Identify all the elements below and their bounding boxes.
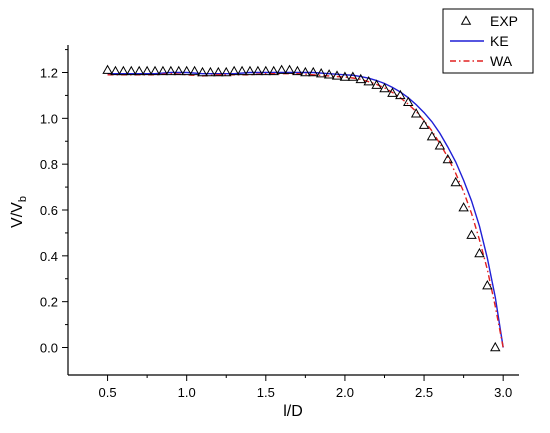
data-point-exp — [221, 66, 232, 77]
data-point-exp — [450, 176, 461, 187]
data-point-exp — [482, 280, 493, 290]
series-layer — [102, 64, 504, 352]
y-axis-title-main: V/V — [9, 202, 26, 228]
y-tick-label: 1.2 — [40, 66, 58, 81]
data-point-exp — [228, 65, 240, 76]
data-point-exp — [213, 66, 224, 77]
legend-label-wa: WA — [490, 53, 513, 69]
data-point-exp — [371, 79, 382, 89]
data-point-exp — [426, 131, 438, 141]
legend: EXP KE WA — [442, 8, 534, 74]
data-point-exp — [205, 66, 216, 77]
data-point-exp — [403, 96, 414, 107]
axes — [67, 45, 519, 376]
x-tick-label: 0.5 — [99, 385, 117, 400]
data-point-exp — [157, 65, 169, 76]
data-point-exp — [434, 140, 446, 150]
data-point-exp — [466, 229, 477, 239]
series-line-ke — [107, 71, 504, 348]
data-point-exp — [355, 73, 366, 84]
y-ticks: 0.0 0.2 0.4 0.6 0.8 1.0 1.2 — [40, 49, 68, 356]
legend-label-exp: EXP — [490, 13, 518, 29]
y-axis-title: V/Vb — [9, 196, 29, 228]
data-point-exp — [292, 65, 303, 76]
y-tick-label: 0.2 — [40, 295, 58, 310]
data-point-exp — [458, 202, 469, 212]
data-point-exp — [260, 65, 272, 76]
x-tick-label: 1.0 — [178, 385, 196, 400]
data-point-exp — [363, 76, 374, 86]
data-point-exp — [347, 71, 359, 81]
y-tick-label: 1.0 — [40, 111, 58, 126]
data-point-exp — [189, 65, 200, 76]
data-point-exp — [410, 108, 422, 118]
data-point-exp — [418, 119, 430, 129]
data-point-exp — [118, 65, 129, 76]
data-point-exp — [126, 65, 137, 76]
data-point-exp — [276, 64, 287, 74]
data-point-exp — [141, 65, 153, 76]
data-point-exp — [300, 66, 311, 77]
data-point-exp — [165, 65, 177, 76]
data-point-exp — [244, 65, 256, 76]
legend-label-ke: KE — [490, 33, 509, 49]
data-point-exp — [173, 65, 184, 76]
x-tick-label: 2.0 — [336, 385, 354, 400]
legend-box — [442, 8, 534, 74]
data-point-exp — [387, 87, 398, 97]
data-point-exp — [395, 89, 406, 100]
legend-marker-exp — [460, 15, 472, 25]
data-point-exp — [315, 68, 327, 78]
data-point-exp — [268, 65, 279, 76]
x-tick-label: 1.5 — [257, 385, 275, 400]
data-point-exp — [442, 153, 454, 164]
data-point-exp — [331, 70, 343, 80]
legend-items: EXP KE WA — [450, 13, 518, 69]
x-tick-label: 2.5 — [415, 385, 433, 400]
data-point-exp — [379, 82, 390, 93]
data-point-exp — [339, 71, 351, 81]
data-point-exp — [323, 69, 335, 79]
series-line-wa — [107, 72, 504, 348]
data-point-exp — [149, 65, 161, 76]
y-tick-label: 0.6 — [40, 203, 58, 218]
data-point-exp — [133, 65, 145, 76]
data-point-exp — [308, 66, 319, 77]
y-axis-title-sub: b — [17, 196, 29, 202]
x-axis-title: l/D — [283, 403, 303, 420]
x-ticks: 0.5 1.0 1.5 2.0 2.5 3.0 — [99, 375, 512, 400]
data-point-exp — [110, 65, 121, 76]
x-tick-label: 3.0 — [494, 385, 512, 400]
y-tick-label: 0.4 — [40, 249, 58, 264]
y-tick-label: 0.0 — [40, 341, 58, 356]
data-point-exp — [474, 247, 485, 258]
data-point-exp — [102, 64, 113, 74]
data-point-exp — [490, 341, 501, 352]
data-point-exp — [236, 65, 248, 76]
data-point-exp — [284, 64, 295, 74]
data-point-exp — [197, 66, 208, 77]
data-point-exp — [181, 65, 192, 76]
data-point-exp — [252, 65, 264, 76]
y-tick-label: 0.8 — [40, 157, 58, 172]
